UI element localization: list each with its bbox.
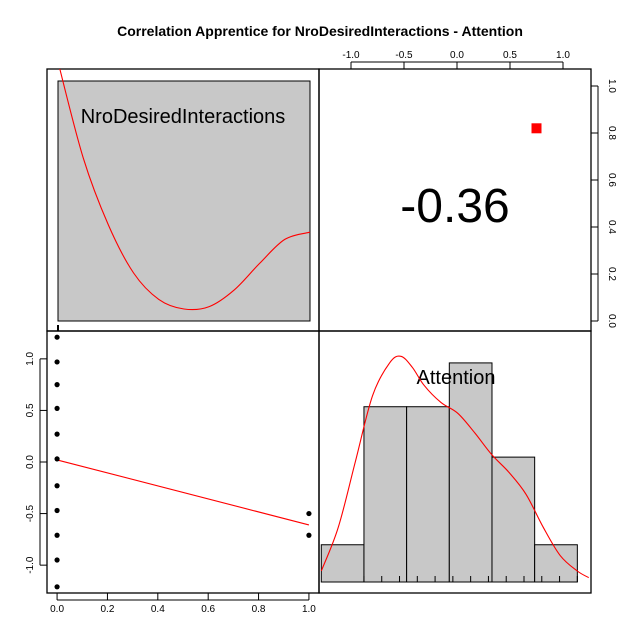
scatter-point [306,532,312,538]
x-axis-tick-label: 0.2 [100,604,114,615]
scatter-point [54,507,60,514]
scatter-point [54,456,60,462]
histogram-bar [320,544,365,583]
scatter-point [54,405,60,411]
variable-label-attention: Attention [417,367,496,389]
histogram-bar [363,406,408,583]
scatter-point [54,557,60,563]
right-axis-tick-label: 0.4 [606,220,617,234]
y-axis-tick-label: 0.5 [25,403,36,417]
y-axis-tick-label: -0.5 [25,505,36,523]
panel-bottom-right-frame [318,330,592,594]
histogram-bar [491,456,536,583]
histogram-bar [406,406,450,583]
density-curve [320,355,589,579]
scatter-point [54,584,60,590]
top-axis-tick-label: 1.0 [556,50,570,61]
scatter-point [54,359,60,365]
right-axis-tick-label: 0.2 [606,267,617,281]
panel-bottom-left: 0.0 0.2 0.4 0.6 0.8 1.0 -1.0 -0.5 0.0 0.5 1.0 [25,334,316,615]
label-box [57,80,311,322]
density-curve [59,69,311,311]
scatter-point [54,334,60,340]
top-axis-tick-label: 0.0 [450,50,464,61]
scatter-point [54,382,60,388]
right-axis-tick-label: 1.0 [606,79,617,93]
variable-label-nro-desired-interactions: NroDesiredInteractions [81,106,286,128]
top-axis-tick-label: -0.5 [395,50,413,61]
scatter-point [54,483,60,489]
correlation-marker [531,123,542,134]
top-axis-tick-label: -1.0 [342,50,360,61]
x-axis-tick-label: 0.8 [252,604,266,615]
chart-title: Correlation Apprentice for NroDesiredInt… [117,23,523,39]
scatter-point [54,431,60,437]
histogram-bar [534,544,578,583]
scatter-point [54,532,60,538]
panel-top-left: NroDesiredInteractions [57,69,311,331]
histogram-bar [448,362,493,583]
x-axis-tick-label: 0.4 [151,604,165,615]
y-axis-tick-label: -1.0 [25,556,36,574]
panel-bottom-right: Attention [320,355,589,583]
y-axis-tick-label: 0.0 [25,455,36,469]
right-axis-tick-label: 0.6 [606,173,617,187]
correlation-value: -0.36 [400,180,509,233]
scatter-point [306,510,312,517]
x-axis-tick-label: 0.0 [50,604,64,615]
x-axis-tick-label: 1.0 [302,604,316,615]
y-axis-tick-label: 1.0 [25,351,36,365]
x-axis-tick-label: 0.6 [201,604,215,615]
right-axis-tick-label: 0.8 [606,126,617,140]
regression-line [56,459,310,526]
top-axis-tick-label: 0.5 [503,50,517,61]
panel-bottom-left-frame [46,330,320,594]
panel-top-right: -1.0 -0.5 0.0 0.5 1.0 0.0 0.2 0.4 0.6 0.8 1.0 -0.36 [342,50,617,328]
right-axis-tick-label: 0.0 [606,314,617,328]
